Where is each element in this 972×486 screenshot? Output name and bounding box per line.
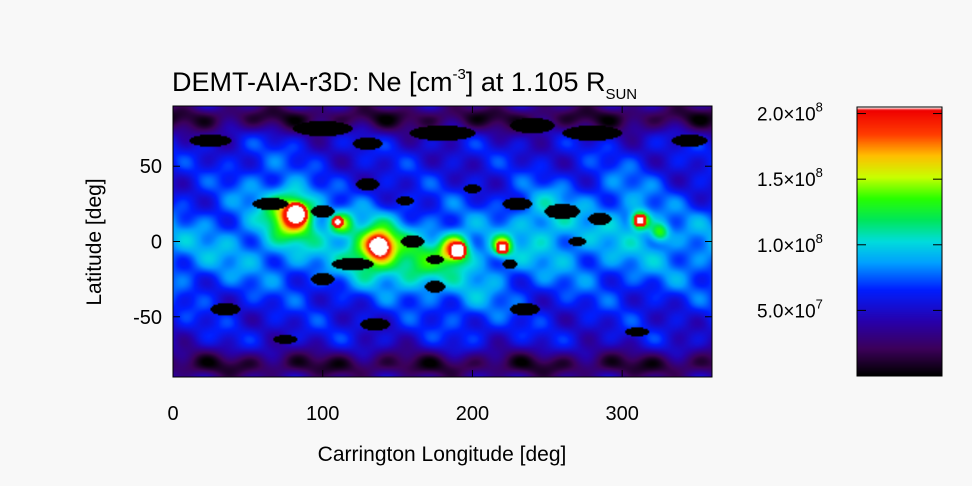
- colorbar-image: [857, 107, 942, 376]
- colorbar-tick-label: 5.0×107: [757, 296, 823, 322]
- y-axis-label: Latitude [deg]: [83, 178, 106, 305]
- x-tick-label: 200: [456, 403, 489, 425]
- chart-title-sub: SUN: [605, 86, 637, 103]
- x-axis-label: Carrington Longitude [deg]: [318, 443, 567, 466]
- colorbar-tick-label: 2.0×108: [757, 100, 823, 126]
- y-tick-label: 0: [151, 232, 162, 254]
- x-tick-label: 0: [167, 403, 178, 425]
- chart-title: DEMT-AIA-r3D: Ne [cm-3] at 1.105 RSUN: [172, 66, 637, 103]
- x-tick-label: 100: [306, 403, 339, 425]
- colorbar-ticks: 2.0×108 1.5×108 1.0×108 5.0×107: [757, 100, 942, 322]
- colorbar-frame: [856, 106, 943, 377]
- colorbar-tick-label: 1.0×108: [757, 231, 823, 257]
- chart-title-mid: ] at 1.105 R: [466, 67, 606, 97]
- x-tick-label: 300: [605, 403, 638, 425]
- chart-title-sup: -3: [453, 66, 466, 83]
- heatmap-image: [173, 106, 712, 377]
- y-tick-label: -50: [133, 307, 162, 329]
- plot-frame: [172, 105, 713, 378]
- chart-title-main: DEMT-AIA-r3D: Ne [cm: [172, 67, 453, 97]
- y-ticks: 50 0 -50: [133, 156, 712, 329]
- x-ticks: 0 100 200 300: [167, 106, 639, 425]
- colorbar-tick-label: 1.5×108: [757, 165, 823, 191]
- y-tick-label: 50: [140, 156, 162, 178]
